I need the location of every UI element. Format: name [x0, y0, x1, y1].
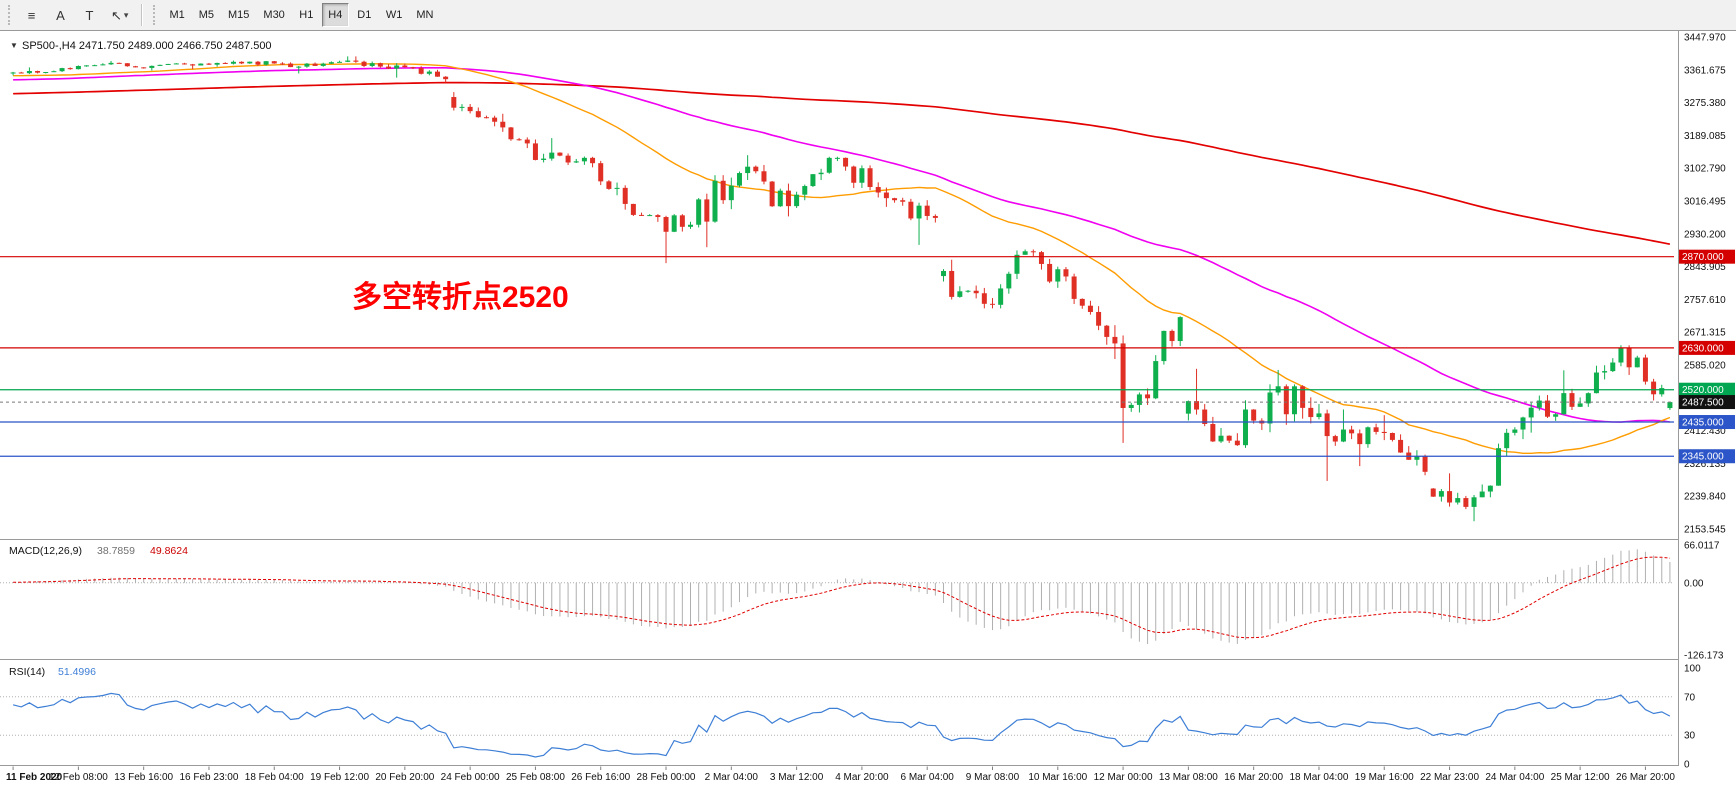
timeframe-m5-button[interactable]: M5: [192, 3, 220, 27]
macd-plot: [0, 549, 1674, 645]
time-tick-label: 18 Mar 04:00: [1289, 772, 1348, 783]
toolbar: ≡ A T ↖ ▾ M1 M5 M15 M30 H1 H4 D1 W1 MN: [0, 0, 1736, 31]
timeframe-m15-button[interactable]: M15: [222, 3, 256, 27]
price-tick-label: 3189.085: [1684, 131, 1726, 142]
time-tick-label: 19 Feb 12:00: [310, 772, 369, 783]
time-tick-label: 2 Mar 04:00: [705, 772, 759, 783]
rsi-scale-label: 0: [1684, 760, 1690, 771]
rsi-scale-label: 100: [1684, 664, 1701, 675]
macd-scale-label: -126.173: [1684, 651, 1724, 662]
time-axis[interactable]: [0, 766, 1736, 792]
price-tick-label: 3361.675: [1684, 65, 1726, 76]
price-tick-label: 2412.430: [1684, 426, 1726, 437]
time-tick-label: 12 Feb 08:00: [49, 772, 108, 783]
chart-lines-button[interactable]: ≡: [18, 3, 45, 27]
price-tick-label: 2843.905: [1684, 262, 1726, 273]
timeframe-d1-button[interactable]: D1: [350, 3, 378, 27]
rsi-plot: [0, 692, 1674, 758]
letter-a-icon: A: [56, 7, 65, 23]
price-badge-2520.000: 2520.000: [1682, 385, 1724, 396]
chart-region: 3447.970 3361.675 3275.380 3189.085 3102.790…: [0, 31, 1736, 792]
price-badge-2435.000: 2435.000: [1682, 418, 1724, 429]
time-tick-label: 12 Mar 00:00: [1094, 772, 1153, 783]
timeframe-m30-button[interactable]: M30: [257, 3, 291, 27]
price-tick-label: 2671.315: [1684, 328, 1726, 339]
price-tick-label: 3275.380: [1684, 98, 1726, 109]
text-label-button[interactable]: T: [76, 3, 103, 27]
price-tick-label: 2153.545: [1684, 525, 1726, 536]
time-tick-label: 24 Feb 00:00: [441, 772, 500, 783]
price-badge-2870.000: 2870.000: [1682, 252, 1724, 263]
price-tick-label: 2326.135: [1684, 459, 1726, 470]
price-tick-label: 3447.970: [1684, 33, 1726, 44]
timeframe-m1-button[interactable]: M1: [163, 3, 191, 27]
price-badge-2630.000: 2630.000: [1682, 343, 1724, 354]
rsi-value: 51.4996: [58, 666, 96, 678]
time-tick-label: 11 Feb 2020: [6, 772, 63, 783]
toolbar-separator: [141, 4, 143, 26]
rsi-scale-label: 30: [1684, 731, 1696, 742]
time-tick-label: 3 Mar 12:00: [770, 772, 824, 783]
toolbar-drag-grip[interactable]: [8, 5, 12, 25]
time-tick-label: 25 Mar 12:00: [1551, 772, 1610, 783]
time-tick-label: 18 Feb 04:00: [245, 772, 304, 783]
price-tick-label: 2757.610: [1684, 295, 1726, 306]
time-tick-label: 19 Mar 16:00: [1355, 772, 1414, 783]
rsi-indicator-label: RSI(14): [9, 666, 45, 678]
text-annotation-button[interactable]: A: [47, 3, 74, 27]
time-tick-label: 16 Feb 23:00: [179, 772, 238, 783]
chart-annotation-text[interactable]: 多空转折点2520: [352, 281, 569, 314]
cursor-tool-button[interactable]: ↖ ▾: [105, 3, 135, 27]
macd-value-main: 38.7859: [97, 545, 135, 557]
time-tick-label: 10 Mar 16:00: [1028, 772, 1087, 783]
candlesticks: [10, 56, 1673, 522]
timeframe-w1-button[interactable]: W1: [379, 3, 409, 27]
symbol-header-marker-icon: ▼: [10, 41, 18, 50]
time-tick-label: 20 Feb 20:00: [375, 772, 434, 783]
chart-ohlc-header: SP500-,H4 2471.750 2489.000 2466.750 248…: [22, 40, 272, 52]
time-tick-label: 28 Feb 00:00: [637, 772, 696, 783]
time-tick-label: 16 Mar 20:00: [1224, 772, 1283, 783]
price-tick-label: 3102.790: [1684, 164, 1726, 175]
cursor-icon: ↖: [111, 7, 122, 23]
time-tick-label: 26 Feb 16:00: [571, 772, 630, 783]
time-tick-label: 9 Mar 08:00: [966, 772, 1020, 783]
chevron-down-icon: ▾: [123, 9, 129, 20]
time-tick-label: 13 Feb 16:00: [114, 772, 173, 783]
time-tick-label: 22 Mar 23:00: [1420, 772, 1479, 783]
rsi-scale-label: 70: [1684, 692, 1696, 703]
macd-indicator-label: MACD(12,26,9): [9, 545, 82, 557]
timeframe-h4-button[interactable]: H4: [321, 3, 349, 27]
price-tick-label: 2930.200: [1684, 229, 1726, 240]
time-tick-label: 25 Feb 08:00: [506, 772, 565, 783]
current-price-badge: 2487.500: [1682, 398, 1724, 409]
time-tick-label: 13 Mar 08:00: [1159, 772, 1218, 783]
price-badge-2345.000: 2345.000: [1682, 452, 1724, 463]
price-tick-label: 2585.020: [1684, 361, 1726, 372]
macd-scale-label: 66.0117: [1684, 541, 1720, 552]
macd-value-signal: 49.8624: [150, 545, 188, 557]
price-tick-label: 3016.495: [1684, 197, 1726, 208]
price-tick-label: 2239.840: [1684, 492, 1726, 503]
chart-canvas[interactable]: 3447.970 3361.675 3275.380 3189.085 3102.790…: [0, 31, 1736, 792]
timeframe-mn-button[interactable]: MN: [410, 3, 440, 27]
timeframe-drag-grip[interactable]: [153, 5, 157, 25]
time-tick-label: 4 Mar 20:00: [835, 772, 889, 783]
time-tick-label: 24 Mar 04:00: [1485, 772, 1544, 783]
letter-t-icon: T: [85, 7, 94, 23]
lines-icon: ≡: [27, 7, 36, 23]
time-tick-label: 26 Mar 20:00: [1616, 772, 1675, 783]
timeframe-h1-button[interactable]: H1: [292, 3, 320, 27]
time-tick-label: 6 Mar 04:00: [901, 772, 955, 783]
macd-scale-label: 0.00: [1684, 578, 1704, 589]
